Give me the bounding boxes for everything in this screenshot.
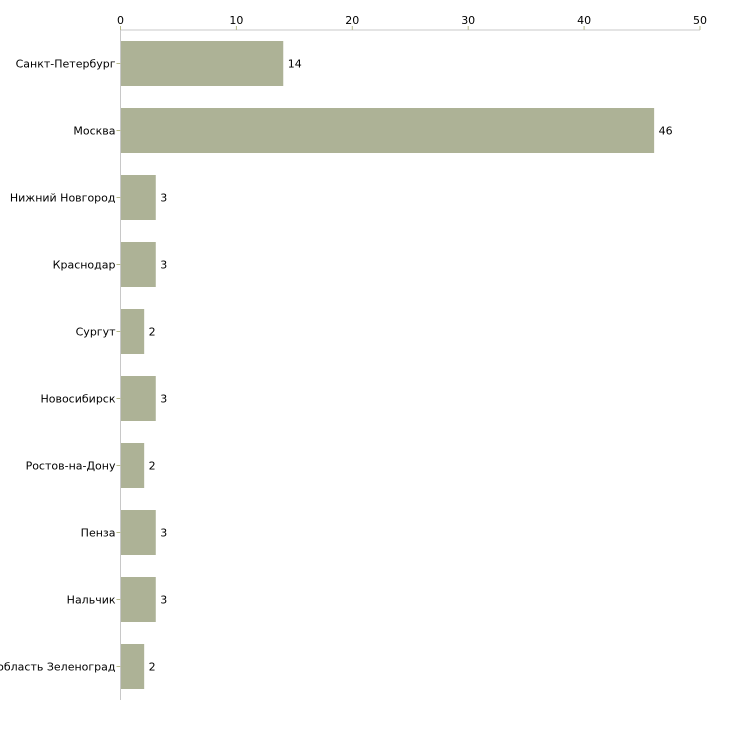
category-label: Нижний Новгород bbox=[10, 192, 116, 205]
category-label: Санкт-Петербург bbox=[16, 58, 116, 71]
bar bbox=[121, 242, 156, 287]
data-label: 46 bbox=[659, 125, 673, 138]
category-label: Москва bbox=[73, 125, 115, 138]
x-tick-label: 50 bbox=[693, 14, 707, 27]
data-label: 3 bbox=[160, 192, 167, 205]
bar bbox=[121, 577, 156, 622]
category-label: Краснодар bbox=[53, 259, 116, 272]
data-label: 2 bbox=[149, 326, 156, 339]
category-label: Сургут bbox=[76, 326, 116, 339]
category-label: Новосибирск bbox=[40, 393, 115, 406]
x-tick-label: 20 bbox=[345, 14, 359, 27]
x-tick-label: 10 bbox=[229, 14, 243, 27]
bar bbox=[121, 376, 156, 421]
data-label: 3 bbox=[160, 527, 167, 540]
x-tick-label: 30 bbox=[461, 14, 475, 27]
bar bbox=[121, 443, 145, 488]
category-label: Ростов-на-Дону bbox=[26, 460, 116, 473]
data-label: 14 bbox=[288, 58, 302, 71]
bar bbox=[121, 108, 655, 153]
bar bbox=[121, 309, 145, 354]
x-tick-label: 40 bbox=[577, 14, 591, 27]
category-label: Пенза bbox=[81, 527, 116, 540]
data-label: 3 bbox=[160, 393, 167, 406]
category-label: Московская область Зеленоград bbox=[0, 661, 116, 674]
bar bbox=[121, 41, 284, 86]
data-label: 2 bbox=[149, 460, 156, 473]
data-label: 2 bbox=[149, 661, 156, 674]
x-tick-label: 0 bbox=[117, 14, 124, 27]
bar bbox=[121, 175, 156, 220]
bar bbox=[121, 644, 145, 689]
data-label: 3 bbox=[160, 259, 167, 272]
category-label: Нальчик bbox=[67, 594, 116, 607]
bar bbox=[121, 510, 156, 555]
data-label: 3 bbox=[160, 594, 167, 607]
